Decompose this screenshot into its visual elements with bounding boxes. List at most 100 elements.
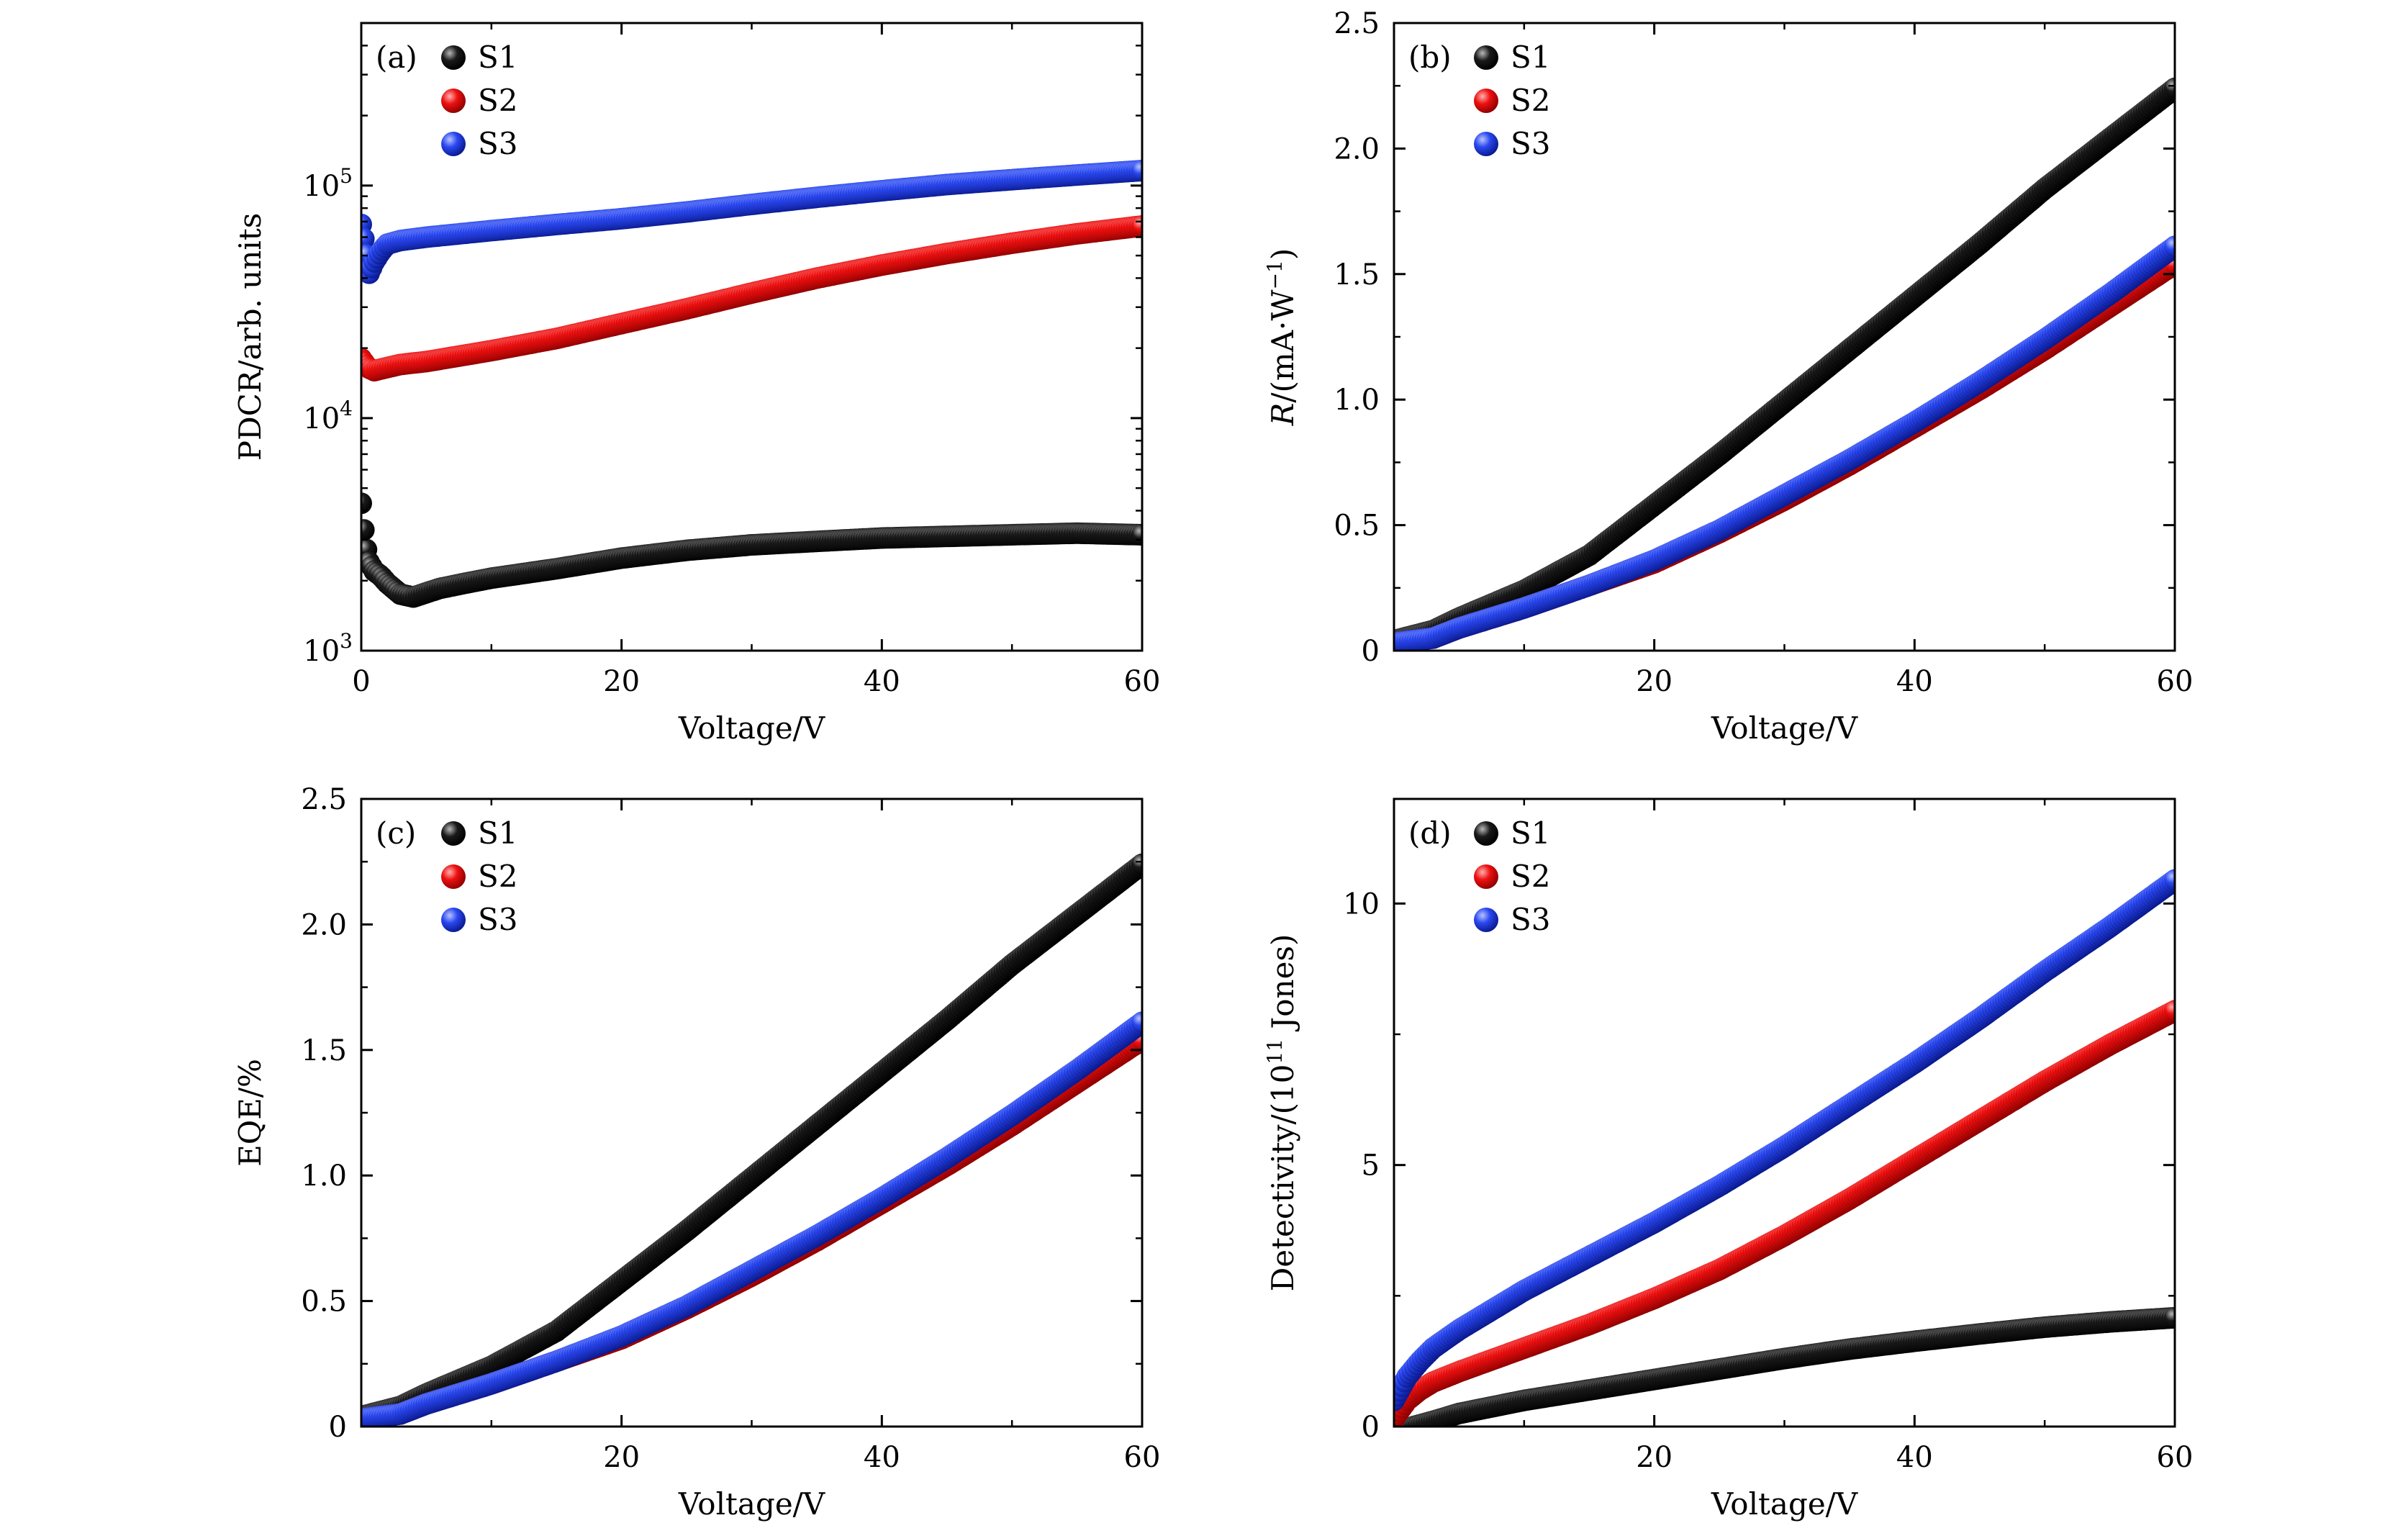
legend: S1 S2 S3	[1474, 815, 1551, 937]
series-s2	[1394, 1000, 2175, 1427]
y-tick-label: 2.0	[301, 908, 347, 941]
legend-marker-s3	[441, 908, 466, 932]
data-point	[1131, 1011, 1142, 1034]
y-tick-exp: 5	[340, 164, 353, 188]
y-axis-label: PDCR/arb. units	[232, 213, 268, 461]
panel-b: 20 40 60 0 0.5 1.0 1.5 2.0 2.5 Voltage/V R/(mA·W−1…	[1263, 7, 2193, 746]
data-point	[361, 519, 375, 541]
y-tick-label: 0	[1362, 1411, 1380, 1444]
legend-marker-s3	[1474, 132, 1498, 156]
series-s3	[361, 1011, 1142, 1427]
legend-marker-s2	[1474, 89, 1498, 113]
data-point	[1131, 160, 1142, 181]
y-axis-close: Jones)	[1265, 934, 1300, 1039]
x-axis-label: Voltage/V	[678, 1486, 825, 1522]
x-tick-label: 60	[1124, 665, 1161, 698]
x-tick-label: 60	[2157, 1441, 2194, 1474]
y-axis-close: )	[1265, 248, 1300, 260]
series-s2	[361, 215, 1142, 381]
y-tick-label: 105	[303, 164, 353, 203]
legend-label-s3: S3	[478, 902, 518, 937]
legend-label-s1: S1	[1511, 815, 1551, 851]
legend-marker-s2	[1474, 864, 1498, 889]
legend-marker-s1	[441, 821, 466, 846]
x-axis-label: Voltage/V	[678, 710, 825, 746]
y-tick-label: 2.5	[301, 783, 347, 816]
panel-label: (b)	[1408, 40, 1452, 75]
y-tick-label: 0.5	[1334, 510, 1380, 543]
panel-label: (d)	[1408, 815, 1452, 851]
x-tick-label: 60	[2157, 665, 2194, 698]
plot-area	[361, 853, 1142, 1427]
y-tick-label: 1.0	[301, 1160, 347, 1193]
legend-label-s3: S3	[1511, 902, 1551, 937]
panel-c: 20 40 60 0 0.5 1.0 1.5 2.0 2.5 Voltage/V EQE/% (c) S…	[232, 783, 1160, 1522]
legend-label-s1: S1	[478, 40, 518, 75]
y-axis-superscript: −1	[1263, 260, 1287, 289]
legend-label-s2: S2	[1511, 859, 1551, 894]
panel-label: (c)	[376, 815, 416, 851]
y-axis-text: Detectivity/(10	[1265, 1065, 1300, 1292]
plot-area	[361, 160, 1142, 608]
x-tick-label: 20	[1636, 1441, 1673, 1474]
series-s1	[1403, 1306, 2175, 1427]
series-s1	[1394, 77, 2175, 651]
legend: S1 S2 S3	[441, 815, 518, 937]
data-point	[2164, 235, 2175, 258]
y-tick-exp: 4	[340, 397, 353, 420]
y-axis-symbol: R	[1265, 403, 1300, 427]
x-axis-label: Voltage/V	[1711, 710, 1858, 746]
legend-label-s2: S2	[478, 83, 518, 118]
legend-marker-s1	[1474, 821, 1498, 846]
legend-marker-s3	[1474, 908, 1498, 932]
y-axis-label: EQE/%	[232, 1059, 268, 1167]
legend-label-s2: S2	[478, 859, 518, 894]
x-tick-label: 20	[1636, 665, 1673, 698]
x-tick-label: 40	[864, 665, 900, 698]
legend-label-s1: S1	[1511, 40, 1551, 75]
y-tick-base: 10	[303, 635, 340, 668]
x-tick-label: 40	[864, 1441, 900, 1474]
y-tick-label: 5	[1362, 1149, 1380, 1183]
x-tick-label: 40	[1896, 665, 1933, 698]
legend: S1 S2 S3	[1474, 40, 1551, 161]
legend-label-s3: S3	[1511, 126, 1551, 161]
series-s3	[1394, 235, 2175, 651]
y-tick-label: 103	[303, 629, 353, 668]
legend-marker-s3	[441, 132, 466, 156]
data-point	[1131, 853, 1142, 875]
data-point	[2164, 1306, 2175, 1329]
y-tick-label: 10	[1343, 887, 1380, 921]
legend: S1 S2 S3	[441, 40, 518, 161]
y-tick-exp: 3	[340, 629, 353, 653]
data-point	[2164, 869, 2175, 891]
y-tick-label: 2.5	[1334, 7, 1380, 40]
y-tick-base: 10	[303, 402, 340, 435]
y-axis-text: /(mA·W	[1265, 289, 1300, 403]
legend-label-s1: S1	[478, 815, 518, 851]
y-tick-label: 0	[329, 1411, 347, 1444]
legend-marker-s1	[441, 45, 466, 70]
y-tick-label: 0	[1362, 635, 1380, 668]
x-tick-label: 0	[352, 665, 370, 698]
data-point	[361, 492, 372, 515]
x-tick-label: 20	[603, 1441, 640, 1474]
panel-d: 20 40 60 0 5 10 Voltage/V Detectivity/(1011 Jon…	[1263, 797, 2194, 1522]
y-axis-label: R/(mA·W−1)	[1263, 248, 1300, 427]
x-tick-label: 20	[603, 665, 640, 698]
series-s1	[361, 853, 1142, 1427]
x-tick-label: 40	[1896, 1441, 1933, 1474]
legend-marker-s2	[441, 89, 466, 113]
panel-label: (a)	[376, 40, 417, 75]
y-tick-label: 1.5	[1334, 258, 1380, 292]
legend-marker-s1	[1474, 45, 1498, 70]
y-tick-label: 2.0	[1334, 132, 1380, 166]
series-s3	[361, 160, 1142, 284]
data-point	[2164, 77, 2175, 99]
plot-area	[1394, 77, 2175, 651]
data-point	[2164, 1000, 2175, 1022]
legend-label-s3: S3	[478, 126, 518, 161]
y-tick-label: 1.0	[1334, 384, 1380, 417]
y-tick-label: 0.5	[301, 1285, 347, 1319]
